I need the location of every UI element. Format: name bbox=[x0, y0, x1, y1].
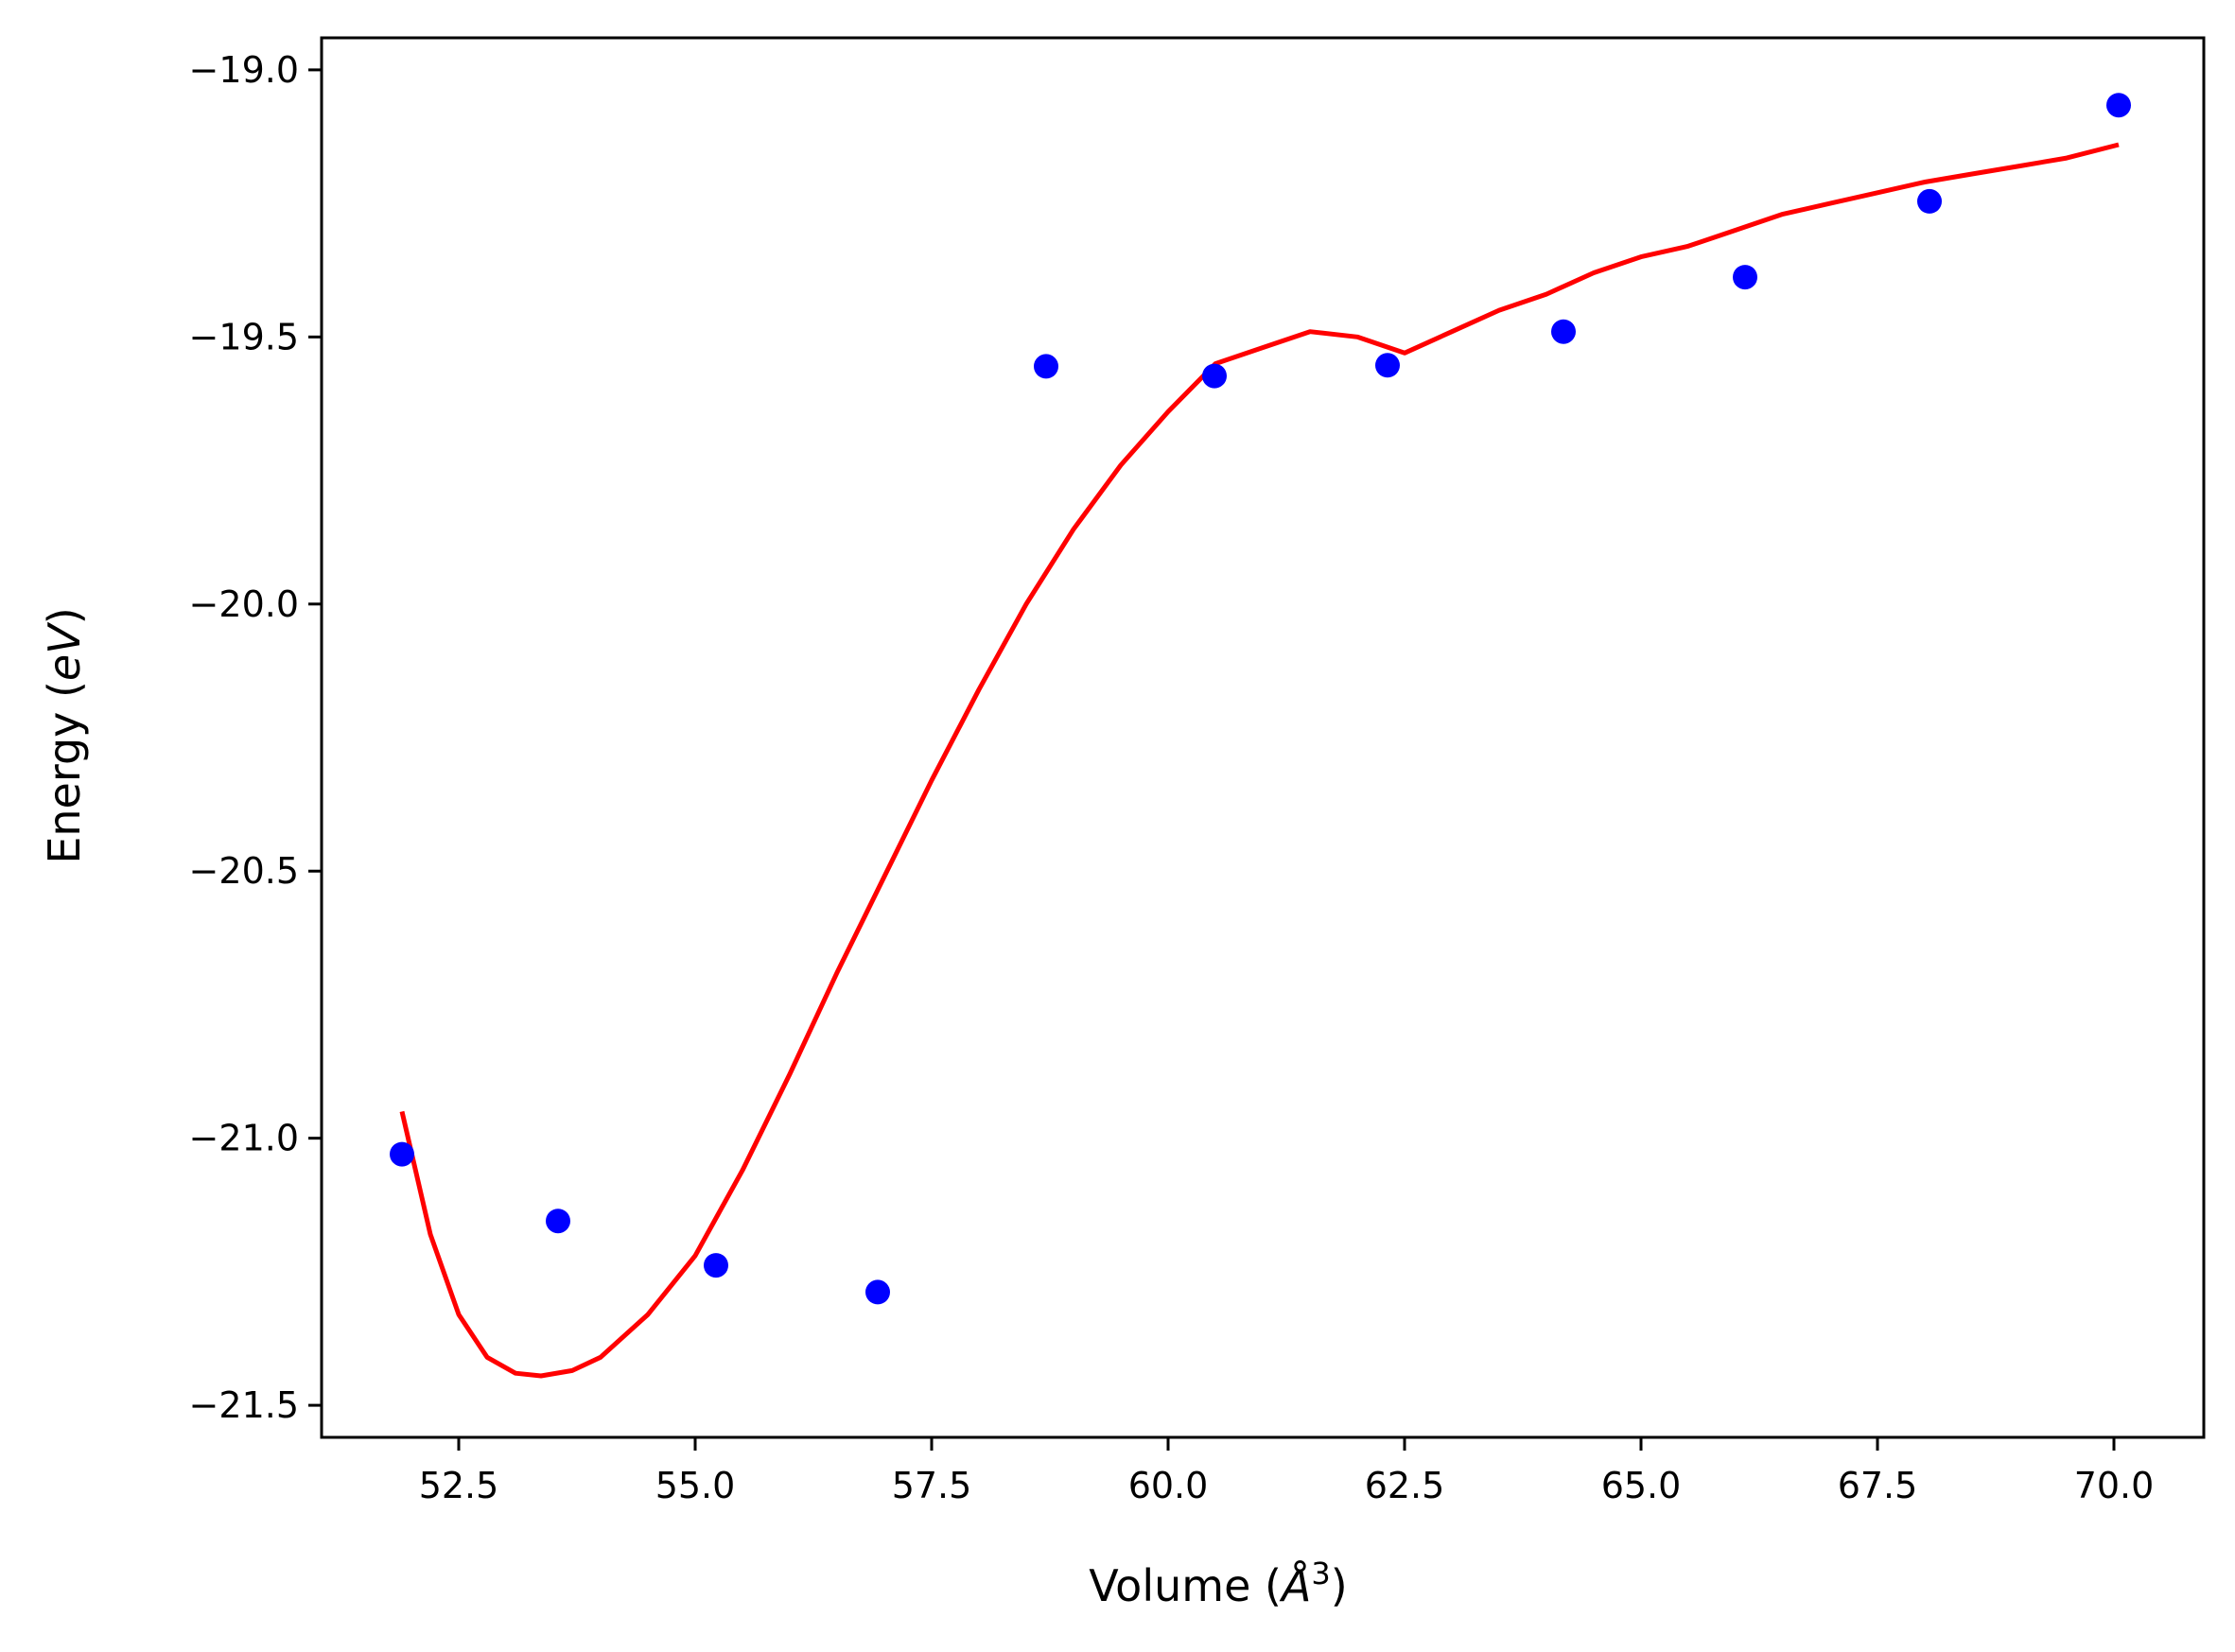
x-axis-ticks: 52.5 55.0 57.5 60.0 62.5 65.0 67.5 70.0 bbox=[419, 1437, 2155, 1506]
y-tick-label: −21.5 bbox=[189, 1384, 299, 1426]
plot-frame bbox=[320, 36, 2206, 1439]
x-axis-label-sup: 3 bbox=[1311, 1556, 1330, 1591]
x-tick-label: 52.5 bbox=[419, 1465, 499, 1506]
y-tick-label: −20.0 bbox=[189, 583, 299, 625]
data-point bbox=[390, 1141, 414, 1167]
data-point bbox=[1917, 188, 1942, 214]
x-tick-label: 70.0 bbox=[2074, 1465, 2155, 1506]
x-tick-label: 62.5 bbox=[1365, 1465, 1445, 1506]
y-tick-label: −19.0 bbox=[189, 49, 299, 91]
y-axis-label-italic: eV bbox=[39, 621, 90, 681]
y-axis-label-text: Energy ( bbox=[39, 681, 90, 864]
fit-curve bbox=[399, 142, 2120, 1379]
x-tick-label: 67.5 bbox=[1838, 1465, 1918, 1506]
y-axis-label-close: ) bbox=[39, 607, 90, 624]
data-point bbox=[865, 1279, 890, 1305]
x-tick-label: 57.5 bbox=[892, 1465, 972, 1506]
y-tick-label: −20.5 bbox=[189, 850, 299, 892]
x-axis-label-text: Volume ( bbox=[1089, 1560, 1282, 1611]
x-tick-label: 65.0 bbox=[1601, 1465, 1682, 1506]
y-tick-label: −19.5 bbox=[189, 316, 299, 357]
x-tick-label: 55.0 bbox=[655, 1465, 736, 1506]
fit-curve-layer bbox=[399, 142, 2120, 1379]
data-point bbox=[1551, 319, 1576, 344]
x-axis-label: Volume (Å3) bbox=[1089, 1556, 1347, 1611]
y-axis-ticks: −19.0 −19.5 −20.0 −20.5 −21.0 −21.5 bbox=[189, 49, 322, 1426]
data-point bbox=[1034, 354, 1058, 379]
data-point bbox=[1202, 363, 1227, 389]
x-axis-label-symbol: Å bbox=[1279, 1560, 1311, 1611]
y-axis-label: Energy (eV) bbox=[39, 607, 90, 863]
x-tick-label: 60.0 bbox=[1128, 1465, 1209, 1506]
y-tick-label: −21.0 bbox=[189, 1118, 299, 1159]
data-point bbox=[2106, 93, 2131, 118]
data-point bbox=[704, 1253, 728, 1278]
data-point bbox=[1733, 265, 1757, 290]
data-point bbox=[546, 1209, 570, 1234]
data-point bbox=[1375, 353, 1400, 378]
data-points-layer bbox=[390, 93, 2131, 1305]
x-axis-label-close: ) bbox=[1331, 1560, 1348, 1611]
